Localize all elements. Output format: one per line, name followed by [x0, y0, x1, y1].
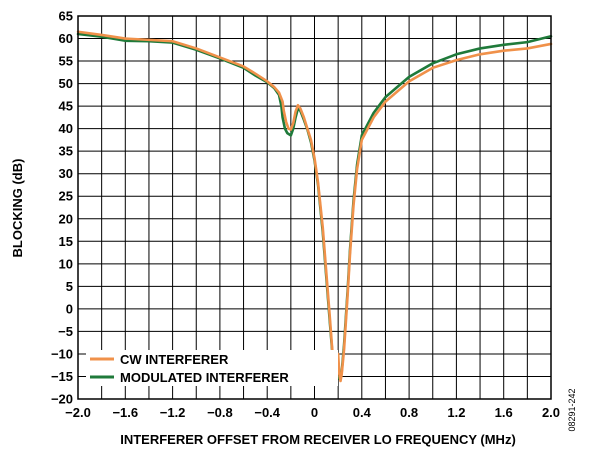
plot-frame — [77, 15, 552, 400]
y-tick-label: 40 — [59, 121, 73, 136]
frame-layer — [77, 15, 552, 400]
x-tick-label: −1.2 — [160, 405, 186, 420]
x-tick-label: −0.8 — [207, 405, 233, 420]
y-tick-label: 20 — [59, 211, 73, 226]
y-tick-label: 35 — [59, 144, 73, 159]
x-tick-label: 2.0 — [542, 405, 560, 420]
y-tick-label: 15 — [59, 234, 73, 249]
x-tick-label: −1.6 — [112, 405, 138, 420]
y-tick-label: 50 — [59, 76, 73, 91]
x-tick-labels: −2.0 −1.6 −1.2 −0.8 −0.4 0 0.4 0.8 1.2 1.6 2.0 — [65, 405, 560, 420]
y-tick-label: 65 — [59, 9, 73, 24]
y-tick-label: −15 — [51, 369, 73, 384]
y-tick-label: 30 — [59, 166, 73, 181]
x-tick-label: 0 — [311, 405, 318, 420]
y-axis-title: BLOCKING (dB) — [10, 159, 25, 258]
x-axis-title: INTERFERER OFFSET FROM RECEIVER LO FREQU… — [120, 432, 516, 447]
y-tick-label: 0 — [66, 301, 73, 316]
y-tick-label: −20 — [51, 392, 73, 407]
x-tick-label: 0.8 — [400, 405, 418, 420]
legend-label-modulated: MODULATED INTERFERER — [120, 370, 289, 385]
y-tick-label: 5 — [66, 279, 73, 294]
y-tick-label: 10 — [59, 256, 73, 271]
y-tick-label: 45 — [59, 99, 73, 114]
y-tick-label: 55 — [59, 54, 73, 69]
legend-background — [86, 350, 338, 386]
y-tick-label: 25 — [59, 189, 73, 204]
series-layer — [76, 30, 553, 383]
x-tick-label: 0.4 — [353, 405, 372, 420]
figure-id: 08291-242 — [567, 388, 577, 431]
y-tick-label: −5 — [58, 324, 73, 339]
x-tick-label: 1.2 — [447, 405, 465, 420]
series-line-cw-interferer — [76, 30, 553, 383]
grid-layer — [77, 15, 552, 400]
x-tick-label: −2.0 — [65, 405, 91, 420]
x-tick-label: −0.4 — [254, 405, 280, 420]
y-tick-label: 60 — [59, 31, 73, 46]
legend: CW INTERFERER MODULATED INTERFERER — [86, 350, 338, 386]
y-tick-label: −10 — [51, 346, 73, 361]
x-tick-label: 1.6 — [495, 405, 513, 420]
legend-label-cw: CW INTERFERER — [120, 352, 229, 367]
